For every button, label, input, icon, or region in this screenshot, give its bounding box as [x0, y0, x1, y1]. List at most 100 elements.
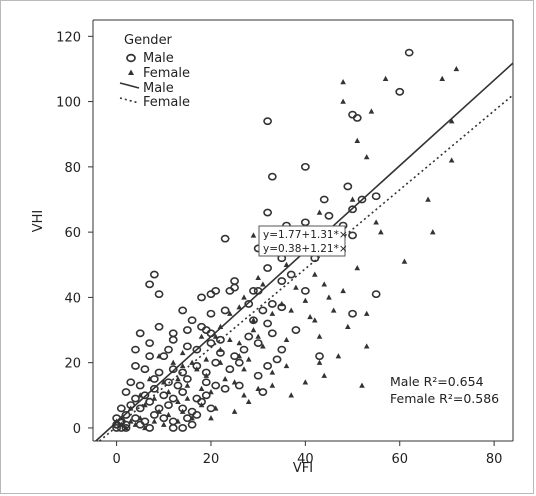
male-point — [201, 391, 211, 400]
male-point — [234, 381, 244, 390]
female-point — [203, 372, 210, 378]
female-equation: y=0.38+1.21*× — [263, 243, 348, 255]
legend-female-marker — [128, 69, 134, 75]
female-point — [222, 375, 228, 382]
female-point — [198, 385, 205, 391]
male-point — [168, 329, 178, 338]
female-point — [448, 118, 455, 124]
male-point — [230, 277, 239, 285]
male-point — [154, 290, 164, 299]
female-point — [231, 408, 238, 414]
equation-box-border — [258, 225, 346, 257]
female-point — [283, 362, 290, 369]
male-point — [201, 378, 211, 387]
male-point — [348, 231, 357, 240]
fit-line-female — [98, 94, 514, 442]
female-point — [118, 421, 125, 427]
female-point — [127, 418, 134, 424]
male-point — [272, 355, 282, 364]
male-point — [253, 286, 263, 295]
female-point — [156, 408, 162, 414]
male-point — [164, 401, 173, 410]
female-point — [127, 405, 134, 411]
female-point — [189, 359, 195, 365]
female-point — [340, 98, 346, 104]
male-point — [225, 365, 235, 374]
female-point — [203, 356, 210, 362]
female-point — [123, 424, 129, 431]
female-point — [217, 323, 224, 329]
female-point — [311, 317, 318, 323]
male-point — [168, 394, 178, 403]
male-point — [263, 264, 273, 272]
female-point — [241, 392, 247, 398]
female-point — [255, 333, 261, 339]
x-tick-label: 0 — [112, 452, 120, 467]
male-point — [324, 211, 334, 220]
female-point — [151, 395, 158, 401]
male-point — [258, 306, 268, 315]
male-point — [154, 322, 164, 331]
female-point — [326, 294, 332, 300]
female-point — [212, 405, 219, 411]
male-point — [159, 414, 169, 423]
female-point — [198, 333, 205, 339]
male-point — [135, 404, 145, 413]
y-tick-label: 20 — [64, 357, 81, 372]
y-tick-label: 0 — [73, 422, 81, 437]
female-point — [208, 415, 214, 421]
female-point — [241, 366, 247, 372]
female-point — [255, 274, 261, 281]
female-point — [227, 310, 233, 316]
male-equation: y=1.77+1.31*× — [263, 229, 348, 241]
female-point — [302, 297, 309, 303]
male-point — [197, 293, 206, 302]
female-point — [401, 258, 408, 264]
male-point — [263, 362, 273, 370]
male-point — [149, 270, 159, 279]
male-point — [178, 424, 188, 432]
female-point — [198, 402, 205, 408]
female-point — [321, 372, 328, 378]
female-point — [179, 349, 186, 356]
male-point — [116, 404, 126, 413]
female-point — [212, 333, 219, 339]
female-point — [302, 379, 309, 385]
male-point — [267, 329, 277, 338]
female-point — [217, 359, 224, 365]
equation-box: y=1.77+1.31*× y=0.38+1.21*× — [258, 225, 348, 257]
male-point — [300, 286, 310, 295]
female-point — [453, 65, 460, 72]
male-point — [145, 352, 155, 361]
female-point — [175, 375, 181, 382]
male-point — [206, 309, 216, 318]
female-point — [340, 79, 346, 85]
female-point — [321, 281, 328, 287]
male-r2-label: Male R²=0.654 — [390, 374, 484, 389]
female-point — [113, 418, 120, 424]
female-point — [179, 362, 186, 369]
female-point — [160, 421, 167, 427]
female-r2-label: Female R²=0.586 — [390, 391, 499, 406]
male-point — [300, 218, 310, 227]
male-point — [145, 280, 155, 289]
female-point — [354, 137, 361, 143]
male-point — [187, 420, 197, 429]
female-point — [269, 369, 276, 375]
x-tick-label: 20 — [203, 452, 220, 467]
female-point — [439, 75, 446, 81]
legend-female-line — [119, 97, 140, 104]
male-point — [121, 410, 131, 419]
male-point — [145, 397, 155, 406]
legend-male-label: Male — [143, 51, 174, 66]
male-point — [178, 368, 188, 377]
female-point — [316, 209, 323, 215]
female-point — [142, 402, 148, 408]
male-point — [178, 306, 188, 315]
male-point — [404, 48, 414, 57]
legend: Gender Male Female Male Female — [119, 33, 190, 110]
female-point — [260, 281, 266, 287]
female-point — [349, 196, 356, 202]
male-point — [277, 277, 287, 285]
x-tick-label: 80 — [486, 452, 503, 467]
